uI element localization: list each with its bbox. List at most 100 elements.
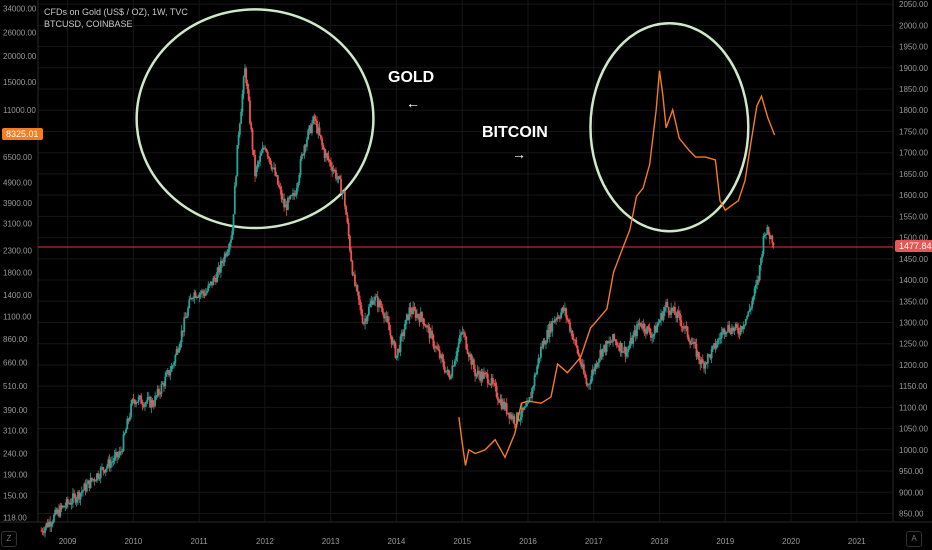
gold-candle-body — [139, 395, 141, 398]
gold-candle-body — [623, 346, 626, 352]
gold-candle-body — [504, 403, 507, 410]
gold-candle-body — [650, 333, 652, 338]
gold-candle-body — [305, 139, 308, 147]
gold-candle-body — [761, 253, 764, 259]
gold-candle-body — [577, 353, 580, 357]
right-tick-label: 1500.00 — [899, 234, 928, 243]
gold-candle-body — [510, 414, 513, 420]
left-tick-label: 150.00 — [3, 492, 28, 501]
gold-candle-body — [416, 313, 418, 318]
legend-gold[interactable]: CFDs on Gold (US$ / OZ), 1W, TVC — [44, 7, 188, 17]
gold-candle-body — [240, 111, 243, 124]
legend: CFDs on Gold (US$ / OZ), 1W, TVC BTCUSD,… — [44, 6, 188, 30]
gold-candle-body — [687, 337, 690, 341]
gold-candle-body — [130, 403, 132, 417]
gold-candle-body — [521, 407, 523, 418]
gold-candle-body — [336, 178, 339, 180]
gold-candle-body — [527, 402, 530, 404]
time-tick-label: 2020 — [782, 537, 800, 546]
gold-candle-body — [574, 339, 576, 341]
gold-candle-body — [641, 326, 643, 329]
right-price-axis[interactable]: 2050.00 2000.00 1950.00 1900.00 1850.00 1800.… — [899, 0, 928, 518]
gold-candle-body — [658, 320, 661, 323]
gold-candle-body — [768, 234, 771, 240]
gold-candle-body — [184, 317, 187, 319]
gold-candle-body — [142, 405, 145, 407]
left-tick-label: 11000.00 — [3, 106, 36, 115]
gold-candle-body — [407, 314, 409, 320]
time-tick-label: 2018 — [651, 537, 669, 546]
gold-candle-body — [620, 342, 623, 353]
gold-candle-body — [585, 377, 588, 385]
gold-candle-body — [601, 348, 604, 357]
gold-candle-body — [133, 399, 136, 405]
gold-candle-body — [456, 347, 459, 357]
left-price-axis[interactable]: 34000.00 26000.00 20000.00 15000.00 11000.00… — [3, 4, 37, 522]
time-tick-label: 2011 — [191, 537, 209, 546]
gold-candle-body — [471, 359, 474, 365]
gold-candle-body — [419, 312, 422, 322]
gold-candle-body — [625, 351, 628, 357]
gold-candle-body — [238, 123, 241, 135]
gold-candle-body — [247, 89, 250, 101]
gold-candle-body — [217, 266, 220, 273]
gold-candle-body — [302, 154, 305, 156]
gold-candle-body — [158, 388, 160, 394]
log-scale-toggle-icon[interactable]: Z — [1, 531, 17, 547]
gold-candle-body — [766, 227, 769, 234]
time-axis[interactable]: 2009 2010 2011 2012 2013 2014 2015 2016 2017 2018… — [59, 537, 867, 546]
left-tick-label: 3100.00 — [3, 220, 32, 229]
auto-scale-toggle-icon[interactable]: A — [906, 531, 922, 547]
gold-candle-body — [771, 235, 774, 244]
left-tick-label: 34000.00 — [3, 4, 37, 13]
gold-candle-body — [266, 151, 269, 157]
gold-candle-body — [53, 514, 55, 522]
gold-candle-body — [72, 493, 74, 503]
gold-candle-body — [508, 412, 511, 419]
gold-candle-body — [322, 144, 325, 150]
gold-candle-body — [496, 397, 499, 401]
gold-candle-body — [532, 386, 535, 389]
gold-candle-body — [300, 154, 303, 160]
gold-candle-body — [276, 175, 279, 185]
gold-candle-body — [236, 145, 239, 177]
gold-candle-body — [89, 477, 92, 489]
gold-candle-body — [421, 312, 423, 319]
gold-candle-body — [327, 155, 330, 161]
gold-candle-body — [298, 174, 301, 183]
gold-candle-body — [64, 506, 67, 508]
gold-candle-body — [233, 185, 236, 215]
legend-btc[interactable]: BTCUSD, COINBASE — [44, 19, 133, 29]
gold-candle-body — [695, 343, 698, 357]
gold-price-badge: 1477.84 — [895, 239, 932, 252]
gold-candle-body — [347, 222, 350, 236]
gold-candle-body — [251, 129, 254, 150]
gold-candle-body — [718, 338, 721, 340]
gold-candle-body — [762, 236, 765, 254]
gold-candle-body — [223, 253, 226, 263]
gold-candle-body — [586, 384, 589, 386]
time-tick-label: 2014 — [388, 537, 406, 546]
gold-candle-body — [341, 191, 344, 194]
gold-candle-body — [541, 346, 544, 348]
gold-candle-body — [426, 325, 428, 328]
gold-candle-body — [122, 434, 125, 451]
right-tick-label: 1750.00 — [899, 127, 928, 136]
gold-candle-body — [242, 77, 245, 94]
gold-candle-body — [287, 197, 289, 211]
gold-candle-body — [163, 383, 165, 387]
gold-candle-body — [47, 521, 50, 527]
right-tick-label: 1600.00 — [899, 191, 928, 200]
gold-candle-body — [255, 167, 258, 177]
gold-candle-body — [580, 362, 583, 367]
gold-candle-body — [206, 290, 208, 294]
gold-candle-body — [539, 346, 542, 358]
gold-candle-body — [50, 524, 53, 527]
gold-candle-body — [412, 307, 415, 315]
gold-candle-body — [195, 297, 198, 299]
gold-candle-body — [183, 317, 186, 332]
gold-candle-body — [744, 318, 747, 325]
gold-candle-body — [739, 326, 742, 335]
gold-candle-body — [581, 364, 584, 367]
